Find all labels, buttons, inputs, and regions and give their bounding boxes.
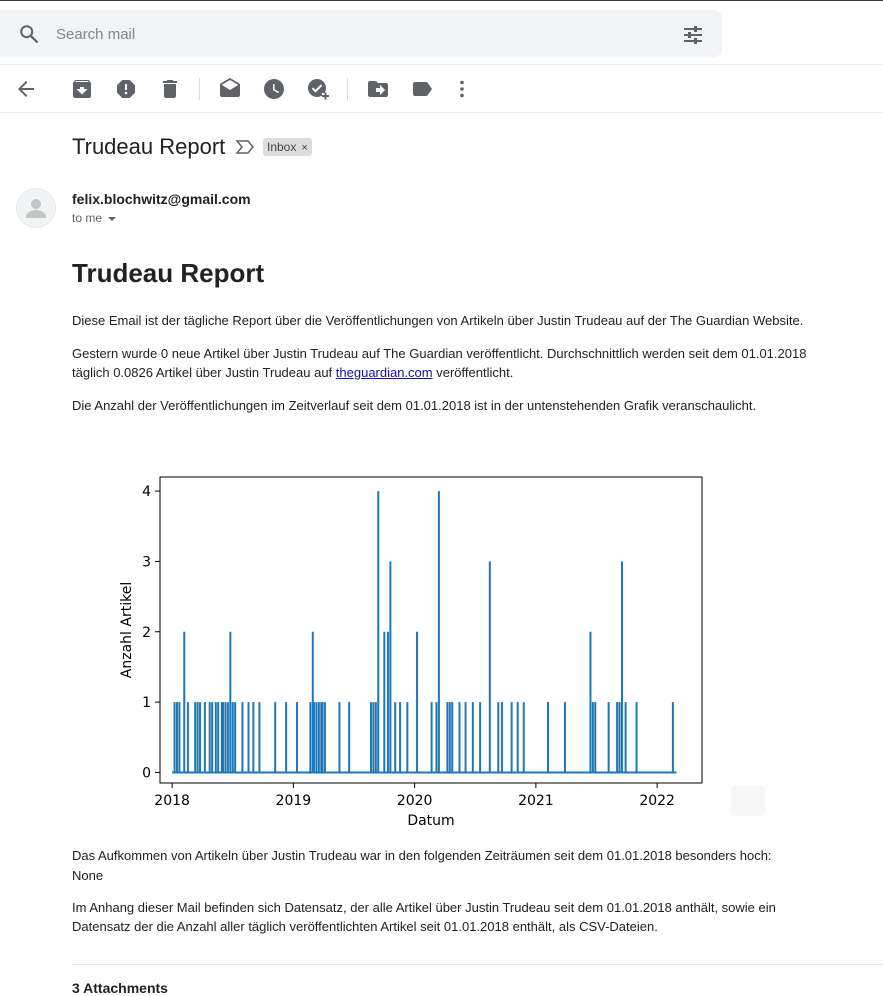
move-to-button[interactable] [366, 77, 390, 101]
header-divider [0, 64, 883, 65]
archive-button[interactable] [70, 77, 94, 101]
window-top-border [0, 0, 883, 1]
report-spam-button[interactable] [114, 77, 138, 101]
more-options-button[interactable] [450, 77, 474, 101]
x-tick-label: 2022 [639, 793, 675, 809]
toolbar-divider [347, 78, 348, 100]
snooze-icon [264, 79, 284, 99]
archive-icon [73, 80, 91, 98]
y-tick-label: 2 [142, 625, 151, 641]
x-axis-label: Datum [407, 813, 454, 829]
snooze-button[interactable] [262, 77, 286, 101]
search-input[interactable] [56, 22, 616, 46]
avatar[interactable] [16, 188, 56, 228]
attachments-divider [72, 964, 883, 965]
peak-periods-paragraph: Das Aufkommen von Artikeln über Justin T… [72, 848, 772, 863]
important-marker-icon[interactable] [235, 139, 255, 155]
search-bar[interactable] [0, 10, 722, 57]
label-button[interactable] [410, 77, 434, 101]
y-tick-label: 4 [142, 484, 151, 500]
peak-periods-value: None [72, 868, 104, 883]
summary-paragraph: Gestern wurde 0 neue Artikel über Justin… [72, 344, 832, 382]
x-tick-label: 2021 [518, 793, 554, 809]
back-button[interactable] [14, 77, 38, 101]
y-tick-label: 3 [142, 554, 151, 570]
summary-text-after: veröffentlicht. [432, 365, 514, 380]
remove-label-icon[interactable]: × [301, 142, 308, 154]
intro-paragraph: Diese Email ist der tägliche Report über… [72, 313, 804, 328]
mark-unread-button[interactable] [218, 77, 242, 101]
y-tick-label: 0 [142, 765, 151, 781]
inbox-label-chip[interactable]: Inbox × [263, 138, 312, 156]
toolbar-divider-line [0, 112, 883, 113]
delete-button[interactable] [158, 77, 182, 101]
recipient-details[interactable]: to me [72, 211, 117, 225]
back-arrow-icon [18, 81, 34, 97]
toolbar-divider [199, 78, 200, 100]
y-axis-label: Anzahl Artikel [119, 582, 135, 678]
person-icon [26, 199, 46, 218]
report-spam-icon [117, 80, 135, 98]
chart-intro-paragraph: Die Anzahl der Veröffentlichungen im Zei… [72, 398, 757, 413]
add-to-tasks-button[interactable] [306, 77, 330, 101]
chevron-down-icon[interactable] [108, 216, 117, 221]
plot-frame [159, 476, 703, 784]
attachments-title: 3 Attachments [72, 980, 168, 996]
recipient-label: to me [72, 211, 103, 225]
x-tick-label: 2019 [276, 793, 312, 809]
more-vert-icon [460, 80, 464, 98]
x-tick-label: 2020 [397, 793, 433, 809]
report-heading: Trudeau Report [72, 258, 265, 288]
inbox-label-text: Inbox [267, 140, 297, 154]
label-icon [413, 82, 432, 96]
add-to-tasks-icon [308, 79, 329, 100]
y-tick-label: 1 [142, 695, 151, 711]
search-icon[interactable] [18, 23, 40, 45]
search-options-icon[interactable] [681, 23, 705, 47]
sender-email[interactable]: felix.blochwitz@gmail.com [72, 191, 251, 207]
email-subject: Trudeau Report [72, 134, 226, 159]
move-to-icon [368, 81, 388, 97]
mark-unread-icon [220, 78, 240, 97]
image-download-button[interactable] [731, 786, 765, 816]
attachment-note-paragraph: Im Anhang dieser Mail befinden sich Date… [72, 900, 776, 934]
x-tick-label: 2018 [154, 793, 190, 809]
articles-chart: 0 1 2 3 4 2018 2019 2020 2021 2022 Datum Anzahl Art… [110, 462, 730, 834]
delete-icon [163, 80, 177, 98]
summary-text-before: Gestern wurde 0 neue Artikel über Justin… [72, 346, 807, 380]
guardian-link[interactable]: theguardian.com [335, 365, 433, 380]
chart-svg: 0 1 2 3 4 2018 2019 2020 2021 2022 Datum Anzahl Art… [119, 476, 703, 829]
